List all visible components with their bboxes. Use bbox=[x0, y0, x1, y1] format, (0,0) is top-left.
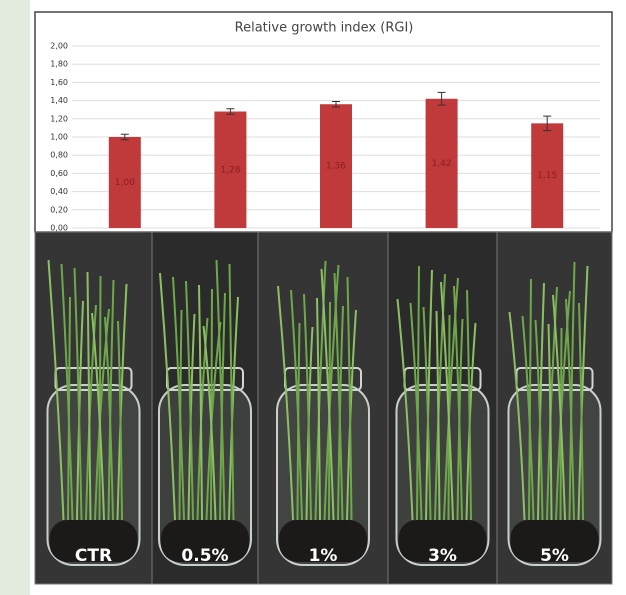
side-strip bbox=[0, 0, 30, 595]
grass-blade bbox=[537, 282, 545, 521]
grass-blade bbox=[316, 297, 321, 521]
y-tick-label: 0,60 bbox=[50, 169, 68, 178]
photo-label: 1% bbox=[309, 546, 338, 566]
grass-blade bbox=[578, 302, 584, 521]
grass-blade bbox=[440, 281, 454, 521]
grass-blade bbox=[534, 319, 544, 521]
grass-blade bbox=[85, 304, 97, 521]
photo-label: 0.5% bbox=[181, 546, 228, 566]
value-label: 1,00 bbox=[115, 178, 135, 188]
grass-blade bbox=[210, 288, 213, 521]
grass-blade bbox=[117, 320, 123, 521]
value-label: 1,36 bbox=[326, 162, 346, 172]
grass-blade bbox=[277, 285, 294, 521]
grass-blade bbox=[435, 310, 441, 521]
grass-blade bbox=[215, 259, 226, 521]
value-label: 1,42 bbox=[432, 159, 452, 169]
value-label: 1,15 bbox=[537, 171, 557, 181]
grass-blade bbox=[453, 285, 463, 521]
grass-blade bbox=[185, 280, 194, 521]
soil bbox=[279, 520, 367, 562]
grass-blade bbox=[86, 271, 92, 521]
grass-blade bbox=[552, 294, 566, 521]
y-tick-label: 2,00 bbox=[50, 42, 68, 51]
grass-blade bbox=[91, 312, 105, 521]
grass-blade bbox=[346, 276, 353, 521]
grass-blade bbox=[422, 306, 432, 521]
grass-blade bbox=[547, 323, 553, 521]
grass-blade bbox=[528, 278, 532, 521]
y-tick-label: 0,20 bbox=[50, 205, 68, 214]
grass-blade bbox=[159, 272, 176, 521]
bar bbox=[214, 111, 247, 228]
bar bbox=[320, 104, 352, 228]
grass-blade bbox=[568, 261, 576, 521]
y-tick-label: 1,60 bbox=[50, 78, 68, 87]
y-tick-label: 1,80 bbox=[50, 60, 68, 69]
error-bar bbox=[437, 91, 446, 106]
error-bar bbox=[226, 108, 235, 115]
y-tick-label: 1,40 bbox=[50, 96, 68, 105]
grass-blade bbox=[116, 283, 128, 521]
photo-label: 3% bbox=[428, 546, 457, 566]
photo-label: 5% bbox=[540, 546, 569, 566]
grass-blade bbox=[416, 265, 420, 521]
error-bar bbox=[120, 133, 129, 141]
soil bbox=[510, 520, 599, 562]
bar bbox=[108, 137, 141, 228]
value-label: 1,28 bbox=[220, 165, 240, 175]
grass-blade bbox=[107, 279, 115, 521]
soil bbox=[161, 520, 249, 562]
grass-blade bbox=[303, 293, 312, 521]
photo-label: CTR bbox=[75, 546, 112, 566]
grass-blade bbox=[333, 272, 344, 521]
grass-blade bbox=[98, 275, 102, 521]
y-tick-label: 1,20 bbox=[50, 114, 68, 123]
grass-blade bbox=[290, 289, 303, 521]
grass-blade bbox=[60, 263, 74, 521]
grass-blade bbox=[521, 315, 535, 521]
error-bar bbox=[543, 115, 552, 132]
grass-blade bbox=[565, 298, 575, 521]
grass-blade bbox=[198, 284, 203, 521]
grass-blade bbox=[228, 263, 235, 521]
grass-blade bbox=[396, 298, 414, 521]
grass-blade bbox=[409, 302, 423, 521]
error-bar bbox=[332, 101, 340, 108]
soil bbox=[398, 520, 487, 562]
y-tick-label: 0,00 bbox=[50, 224, 68, 233]
grass-blade bbox=[577, 265, 589, 521]
grass-blade bbox=[73, 267, 83, 521]
soil bbox=[49, 520, 138, 562]
y-tick-label: 0,40 bbox=[50, 187, 68, 196]
grass-blade bbox=[228, 296, 239, 521]
chart-title: Relative growth index (RGI) bbox=[235, 21, 414, 36]
grass-blade bbox=[466, 289, 472, 521]
grass-blade bbox=[508, 311, 526, 521]
grass-blade bbox=[47, 259, 65, 521]
grass-blade bbox=[320, 268, 335, 521]
bar bbox=[425, 98, 458, 228]
photo: CTR 0.5% 1% 3% 5% bbox=[34, 231, 613, 585]
grass-blade bbox=[172, 276, 185, 521]
y-tick-label: 1,00 bbox=[50, 133, 68, 142]
grass-blade bbox=[202, 325, 217, 521]
bar bbox=[531, 123, 564, 228]
grass-blade bbox=[104, 316, 114, 521]
y-tick-label: 0,80 bbox=[50, 151, 68, 160]
grass-blade bbox=[425, 269, 433, 521]
